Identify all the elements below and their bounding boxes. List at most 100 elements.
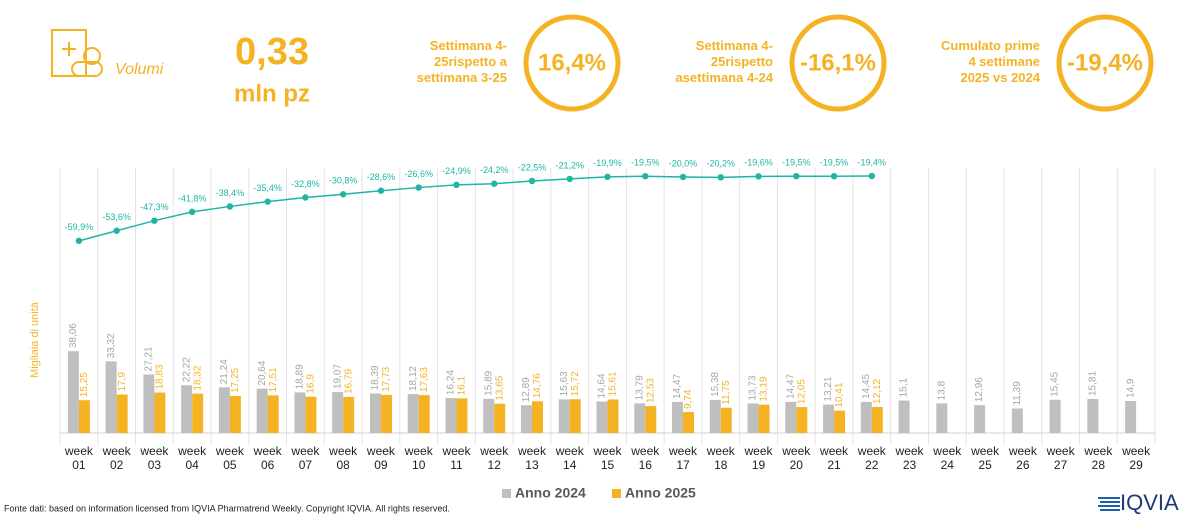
line-point (415, 184, 422, 191)
value-label: 15,72 (570, 371, 581, 396)
bar (343, 396, 355, 433)
y-axis-label: Migliaia di unità (29, 301, 41, 378)
line-point (339, 191, 347, 198)
bar (369, 393, 381, 433)
bar (596, 401, 608, 433)
line (78, 175, 872, 242)
line-label: -32,8% (291, 179, 320, 189)
kpi-line: asettimana 4-24 (675, 70, 773, 85)
value-label: 13,73 (748, 375, 759, 400)
bar (558, 399, 570, 433)
line-label: -41,8% (178, 193, 207, 203)
x-tick-label: week 21 (820, 444, 849, 472)
line-label: -24,2% (480, 165, 509, 175)
kpi-line: 2025 vs 2024 (960, 70, 1040, 85)
kpi-text: Settimana 4- 25rispetto asettimana 4-24 (608, 38, 773, 86)
value-label: 21,24 (219, 359, 230, 384)
line-label: -47,3% (140, 202, 169, 212)
value-label: 11,39 (1012, 381, 1023, 406)
x-tick-label: week 06 (253, 444, 282, 472)
bar (974, 405, 986, 433)
x-tick-label: week 20 (782, 444, 811, 472)
x-tick-label: week 25 (971, 444, 1000, 472)
value-label: 18,89 (295, 364, 306, 389)
value-label: 10,41 (834, 382, 845, 407)
value-label: 16,1 (457, 375, 468, 395)
bar (418, 395, 430, 433)
x-tick-label: week 01 (64, 444, 93, 472)
value-label: 12,05 (796, 379, 807, 404)
line-point (302, 194, 309, 201)
bar (834, 410, 846, 433)
value-label: 17,9 (117, 372, 128, 392)
value-label: 14,9 (1125, 378, 1136, 398)
bar (267, 395, 279, 433)
x-tick-label: week 26 (1008, 444, 1037, 472)
value-label: 17,25 (230, 367, 241, 392)
bar (218, 387, 230, 433)
line-point (604, 173, 611, 181)
line-point (868, 172, 876, 180)
value-label: 15,63 (559, 371, 570, 396)
x-tick-label: week 18 (706, 444, 735, 472)
bar (860, 401, 872, 433)
kpi-text: Settimana 4- 25rispetto a settimana 3-25 (342, 38, 507, 86)
value-label: 9,74 (683, 389, 694, 409)
value-label: 18,39 (370, 365, 381, 390)
x-tick-label: week 08 (329, 444, 358, 472)
line-point (566, 175, 573, 183)
line-point (793, 173, 800, 180)
value-label: 16,9 (306, 374, 317, 394)
bar (634, 403, 646, 433)
bar (1011, 408, 1023, 433)
value-label: 15,25 (79, 372, 90, 397)
line-label: -59,9% (65, 222, 94, 232)
line-label: -19,5% (782, 158, 811, 168)
value-label: 17,51 (268, 367, 279, 392)
x-tick-label: week 07 (291, 444, 320, 472)
bar (1125, 400, 1137, 433)
kpi-text: Cumulato prime 4 settimane 2025 vs 2024 (875, 38, 1040, 86)
line-point (264, 198, 271, 205)
bar (520, 405, 532, 433)
line-label: -19,4% (858, 157, 887, 167)
value-label: 33,32 (106, 333, 117, 358)
line-label: -19,5% (820, 158, 849, 168)
value-label: 15,38 (710, 371, 721, 396)
line-point (679, 173, 687, 181)
x-tick-label: week 14 (555, 444, 584, 472)
bar (672, 401, 684, 433)
x-tick-label: week 11 (442, 444, 471, 472)
bar (494, 403, 506, 433)
x-tick-label: week 16 (631, 444, 660, 472)
kpi-circle (789, 14, 887, 112)
bar (192, 393, 204, 433)
bar (871, 406, 883, 433)
bar (936, 403, 948, 433)
x-tick-label: week 28 (1084, 444, 1113, 472)
kpi-line: Cumulato prime (941, 38, 1040, 53)
bar (483, 398, 495, 433)
line-label: -21,2% (555, 160, 584, 170)
bar (116, 394, 128, 433)
value-label: 13,8 (936, 380, 947, 400)
value-label: 15,45 (1050, 371, 1061, 396)
line-label: -24,9% (442, 166, 471, 176)
line-point (755, 173, 762, 180)
line-label: -38,4% (216, 188, 245, 198)
x-tick-label: week 03 (140, 444, 169, 472)
bar (105, 361, 117, 433)
kpi-line: settimana 3-25 (416, 70, 507, 85)
line-point (151, 217, 158, 224)
value-label: 13,21 (823, 376, 834, 401)
bar (607, 399, 619, 433)
bar (683, 412, 695, 433)
bar (1049, 399, 1061, 433)
value-label: 12,12 (872, 378, 883, 403)
line-point (188, 208, 196, 216)
value-label: 13,65 (494, 375, 505, 400)
kpi-value: -16,1% (800, 49, 876, 76)
value-label: 16,24 (446, 370, 457, 395)
x-tick-label: week 10 (404, 444, 433, 472)
